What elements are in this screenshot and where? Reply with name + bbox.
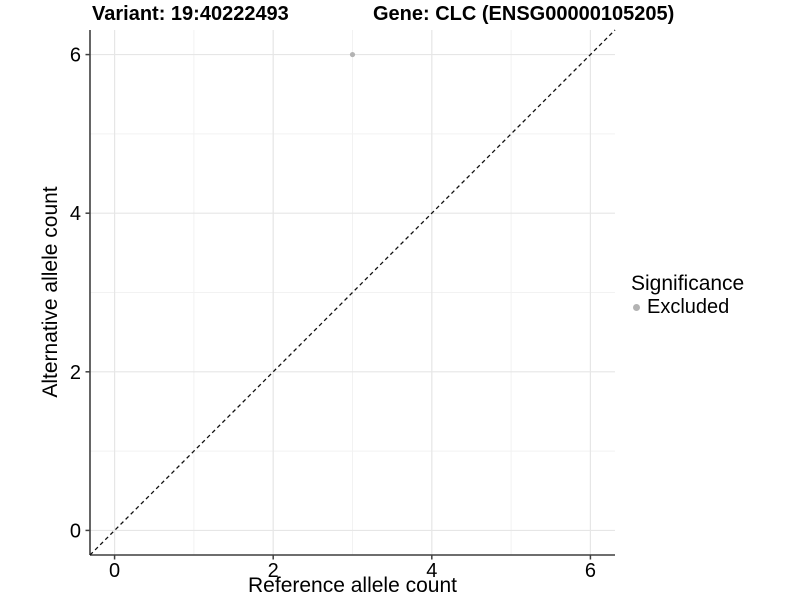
data-point <box>349 51 356 58</box>
x-tick-label: 4 <box>426 560 437 582</box>
x-tick-label: 6 <box>585 560 596 582</box>
y-tick-label: 4 <box>70 203 81 225</box>
identity-line <box>89 29 616 556</box>
legend-item-label: Excluded <box>647 296 730 318</box>
legend-title: Significance <box>631 272 745 295</box>
plot-title-gene: Gene: CLC (ENSG00000105205) <box>373 3 675 25</box>
plot-title-variant: Variant: 19:40222493 <box>92 3 289 25</box>
x-tick-label: 0 <box>109 560 120 582</box>
y-axis-title: Alternative allele count <box>39 186 62 398</box>
y-tick-label: 2 <box>70 362 81 384</box>
x-axis-title: Reference allele count <box>248 574 457 597</box>
x-tick-label: 2 <box>268 560 279 582</box>
legend-point-icon <box>633 304 640 311</box>
legend: Significance Excluded <box>631 271 744 319</box>
y-tick-label: 0 <box>70 520 81 542</box>
legend-item-excluded: Excluded <box>631 296 744 319</box>
y-tick-label: 6 <box>70 45 81 67</box>
